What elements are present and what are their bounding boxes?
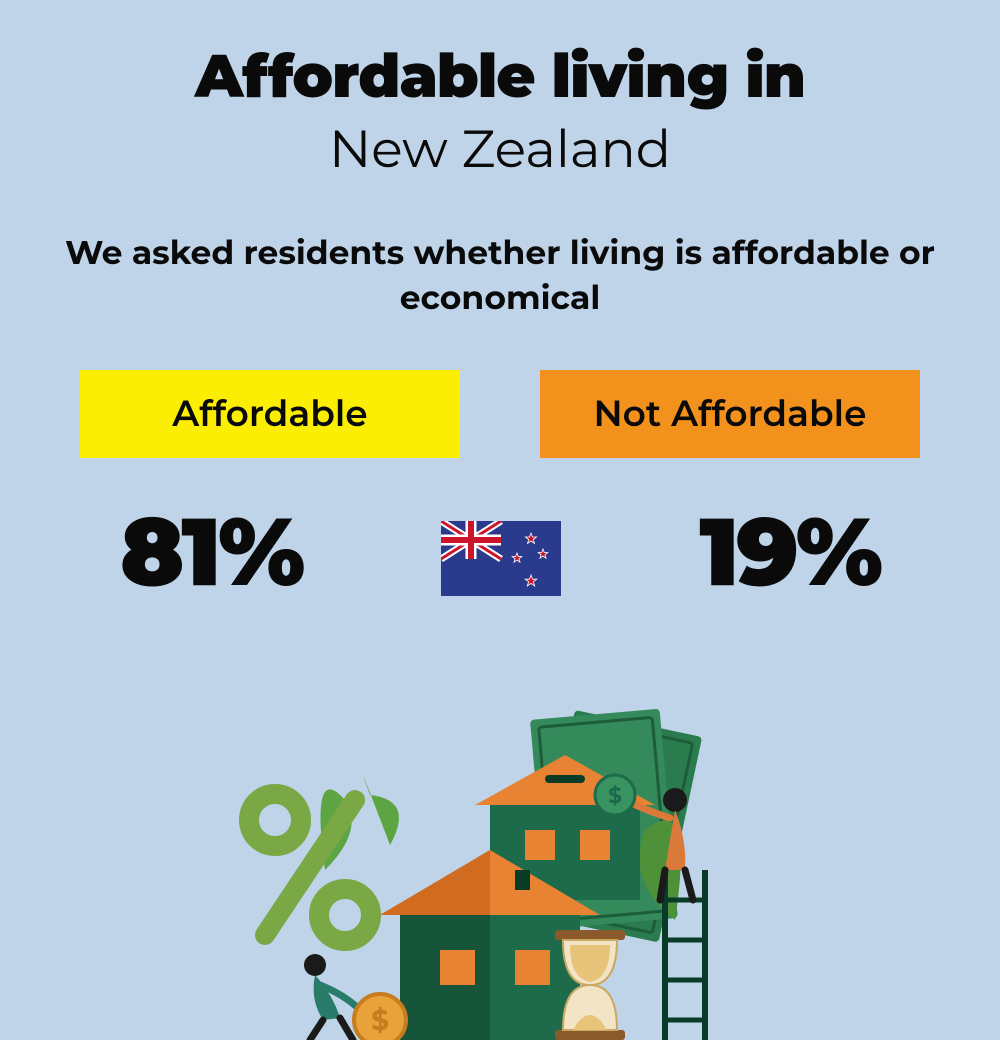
svg-text:$: $ [608,782,622,809]
svg-text:$: $ [371,1004,389,1038]
not-affordable-percentage: 19% [699,493,880,609]
infographic-container: Affordable living in New Zealand We aske… [0,0,1000,609]
category-badges: Affordable Not Affordable [60,370,940,458]
person-left-icon: $ [304,954,406,1040]
statistics-row: 81% 19% [60,493,940,609]
not-affordable-badge: Not Affordable [540,370,920,458]
main-title: Affordable living in [60,40,940,113]
nz-flag-icon [441,521,561,596]
percent-icon [249,794,371,941]
affordable-badge: Affordable [80,370,460,458]
savings-illustration: $ $ [215,700,785,1040]
survey-description: We asked residents whether living is aff… [60,231,940,320]
location-subtitle: New Zealand [60,118,940,181]
affordable-percentage: 81% [120,493,302,609]
